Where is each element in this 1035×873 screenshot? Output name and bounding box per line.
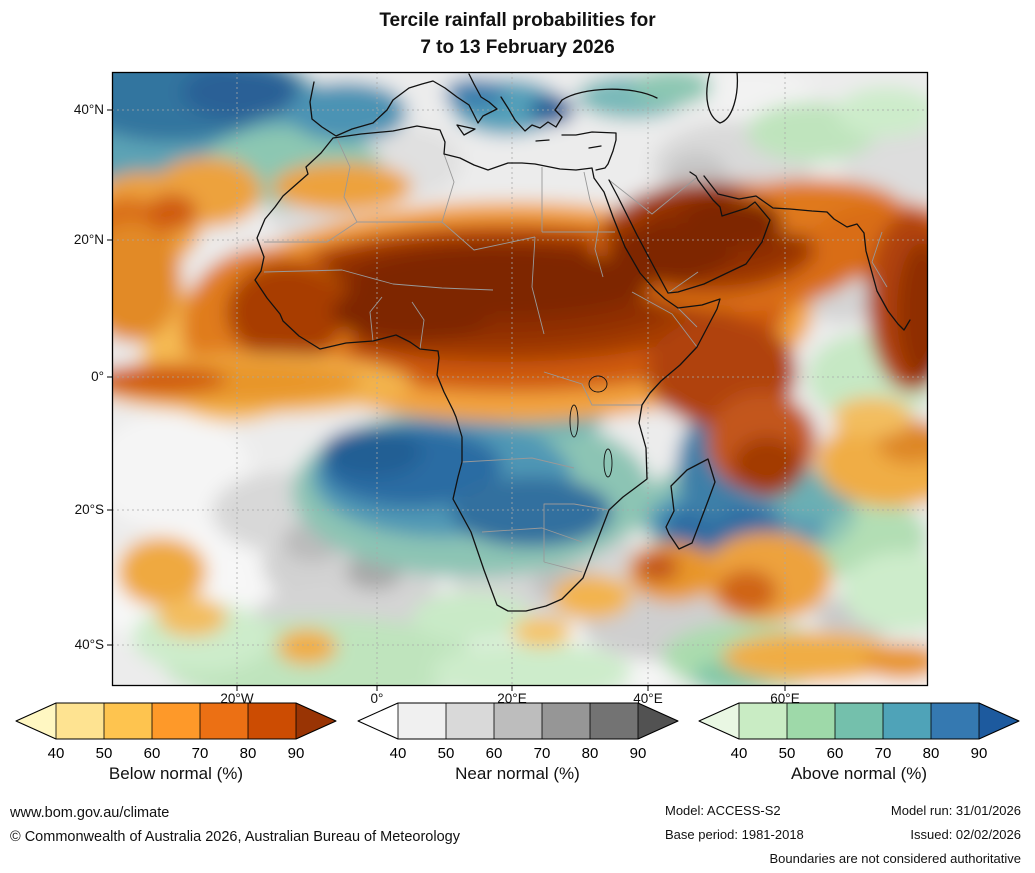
lat-label-20s: 20°S [74, 502, 104, 517]
mediterranean-north-coastline [309, 73, 498, 137]
svg-text:60: 60 [485, 745, 502, 762]
title-line2: 7 to 13 February 2026 [420, 36, 615, 58]
page-title: Tercile rainfall probabilities for 7 to … [0, 8, 1035, 61]
footer-right: Model: ACCESS-S2 Model run: 31/01/2026 B… [665, 803, 1021, 866]
graticule [112, 72, 928, 686]
svg-text:40: 40 [731, 745, 748, 762]
svg-text:60: 60 [827, 745, 844, 762]
legend-below-normal: 40 50 60 70 80 90 Below normal (%) [15, 701, 337, 784]
black-sea-coastline [561, 88, 658, 101]
legend-bar-below-normal: 40 50 60 70 80 90 [15, 702, 337, 762]
lat-label-40s: 40°S [74, 637, 104, 652]
svg-text:50: 50 [96, 745, 113, 762]
svg-text:90: 90 [288, 745, 305, 762]
lat-label-20n: 20°N [73, 232, 104, 247]
legend-row: 40 50 60 70 80 90 Below normal (%) 40 50 60 70 80… [0, 701, 1035, 784]
legend-above-normal: 40 50 60 70 80 90 Above normal (%) [698, 701, 1020, 784]
legend-near-normal: 40 50 60 70 80 90 Near normal (%) [356, 701, 679, 784]
legend-bar-above-normal: 40 50 60 70 80 90 [698, 702, 1020, 762]
svg-text:60: 60 [144, 745, 161, 762]
map-frame: 40°N 20°N 0° 20°S 40°S 20°W 0° 20°E 40°E… [74, 71, 929, 706]
svg-text:80: 80 [240, 745, 257, 762]
lon-label-20w: 20°W [220, 691, 254, 706]
svg-text:90: 90 [629, 745, 646, 762]
map-border [111, 71, 929, 687]
lon-label-60e: 60°E [770, 691, 800, 706]
svg-text:70: 70 [192, 745, 209, 762]
svg-text:80: 80 [581, 745, 598, 762]
svg-text:90: 90 [971, 745, 988, 762]
caspian-sea-coastline [706, 72, 739, 124]
legend-caption-below: Below normal (%) [108, 764, 244, 783]
crete-coastline [535, 139, 550, 142]
lat-label-40n: 40°N [73, 102, 104, 117]
cyprus-coastline [588, 145, 602, 149]
lake-victoria [588, 375, 608, 393]
lake-malawi [603, 448, 613, 478]
madagascar-coastline [665, 458, 716, 550]
turkey-levant-coastline [561, 131, 617, 171]
legend-caption-near: Near normal (%) [455, 764, 580, 783]
arabia-coastline [608, 171, 771, 294]
balkans-greece-coastline [500, 96, 563, 132]
svg-text:40: 40 [48, 745, 65, 762]
lon-label-0: 0° [370, 691, 384, 706]
footer-issued: Issued: 02/02/2026 [910, 827, 1021, 842]
lat-label-0: 0° [91, 369, 104, 384]
lake-tanganyika [569, 404, 579, 438]
coastlines [254, 72, 911, 612]
svg-text:70: 70 [533, 745, 550, 762]
legend-bar-near-normal: 40 50 60 70 80 90 [356, 702, 679, 762]
footer-model: Model: ACCESS-S2 [665, 803, 781, 818]
probability-field [112, 72, 928, 686]
footer-disclaimer: Boundaries are not considered authoritat… [769, 851, 1022, 866]
lon-label-40e: 40°E [633, 691, 663, 706]
country-borders [263, 135, 888, 573]
sicily-coastline [456, 124, 476, 136]
footer-copyright: © Commonwealth of Australia 2026, Austra… [10, 829, 460, 845]
footer-base-period: Base period: 1981-2018 [665, 827, 804, 842]
svg-text:70: 70 [875, 745, 892, 762]
footer-website: www.bom.gov.au/climate [10, 805, 170, 821]
africa-coastline [254, 125, 721, 612]
axis-ticks [107, 109, 786, 691]
iran-india-coastline [703, 175, 911, 331]
footer-left: www.bom.gov.au/climate © Commonwealth of… [10, 801, 460, 849]
lon-label-20e: 20°E [497, 691, 527, 706]
svg-text:40: 40 [389, 745, 406, 762]
legend-caption-above: Above normal (%) [790, 764, 928, 783]
svg-text:80: 80 [923, 745, 940, 762]
svg-text:50: 50 [437, 745, 454, 762]
title-line1: Tercile rainfall probabilities for [379, 10, 656, 31]
footer-model-run: Model run: 31/01/2026 [890, 803, 1021, 818]
africa-map-svg [107, 71, 929, 691]
svg-text:50: 50 [779, 745, 796, 762]
